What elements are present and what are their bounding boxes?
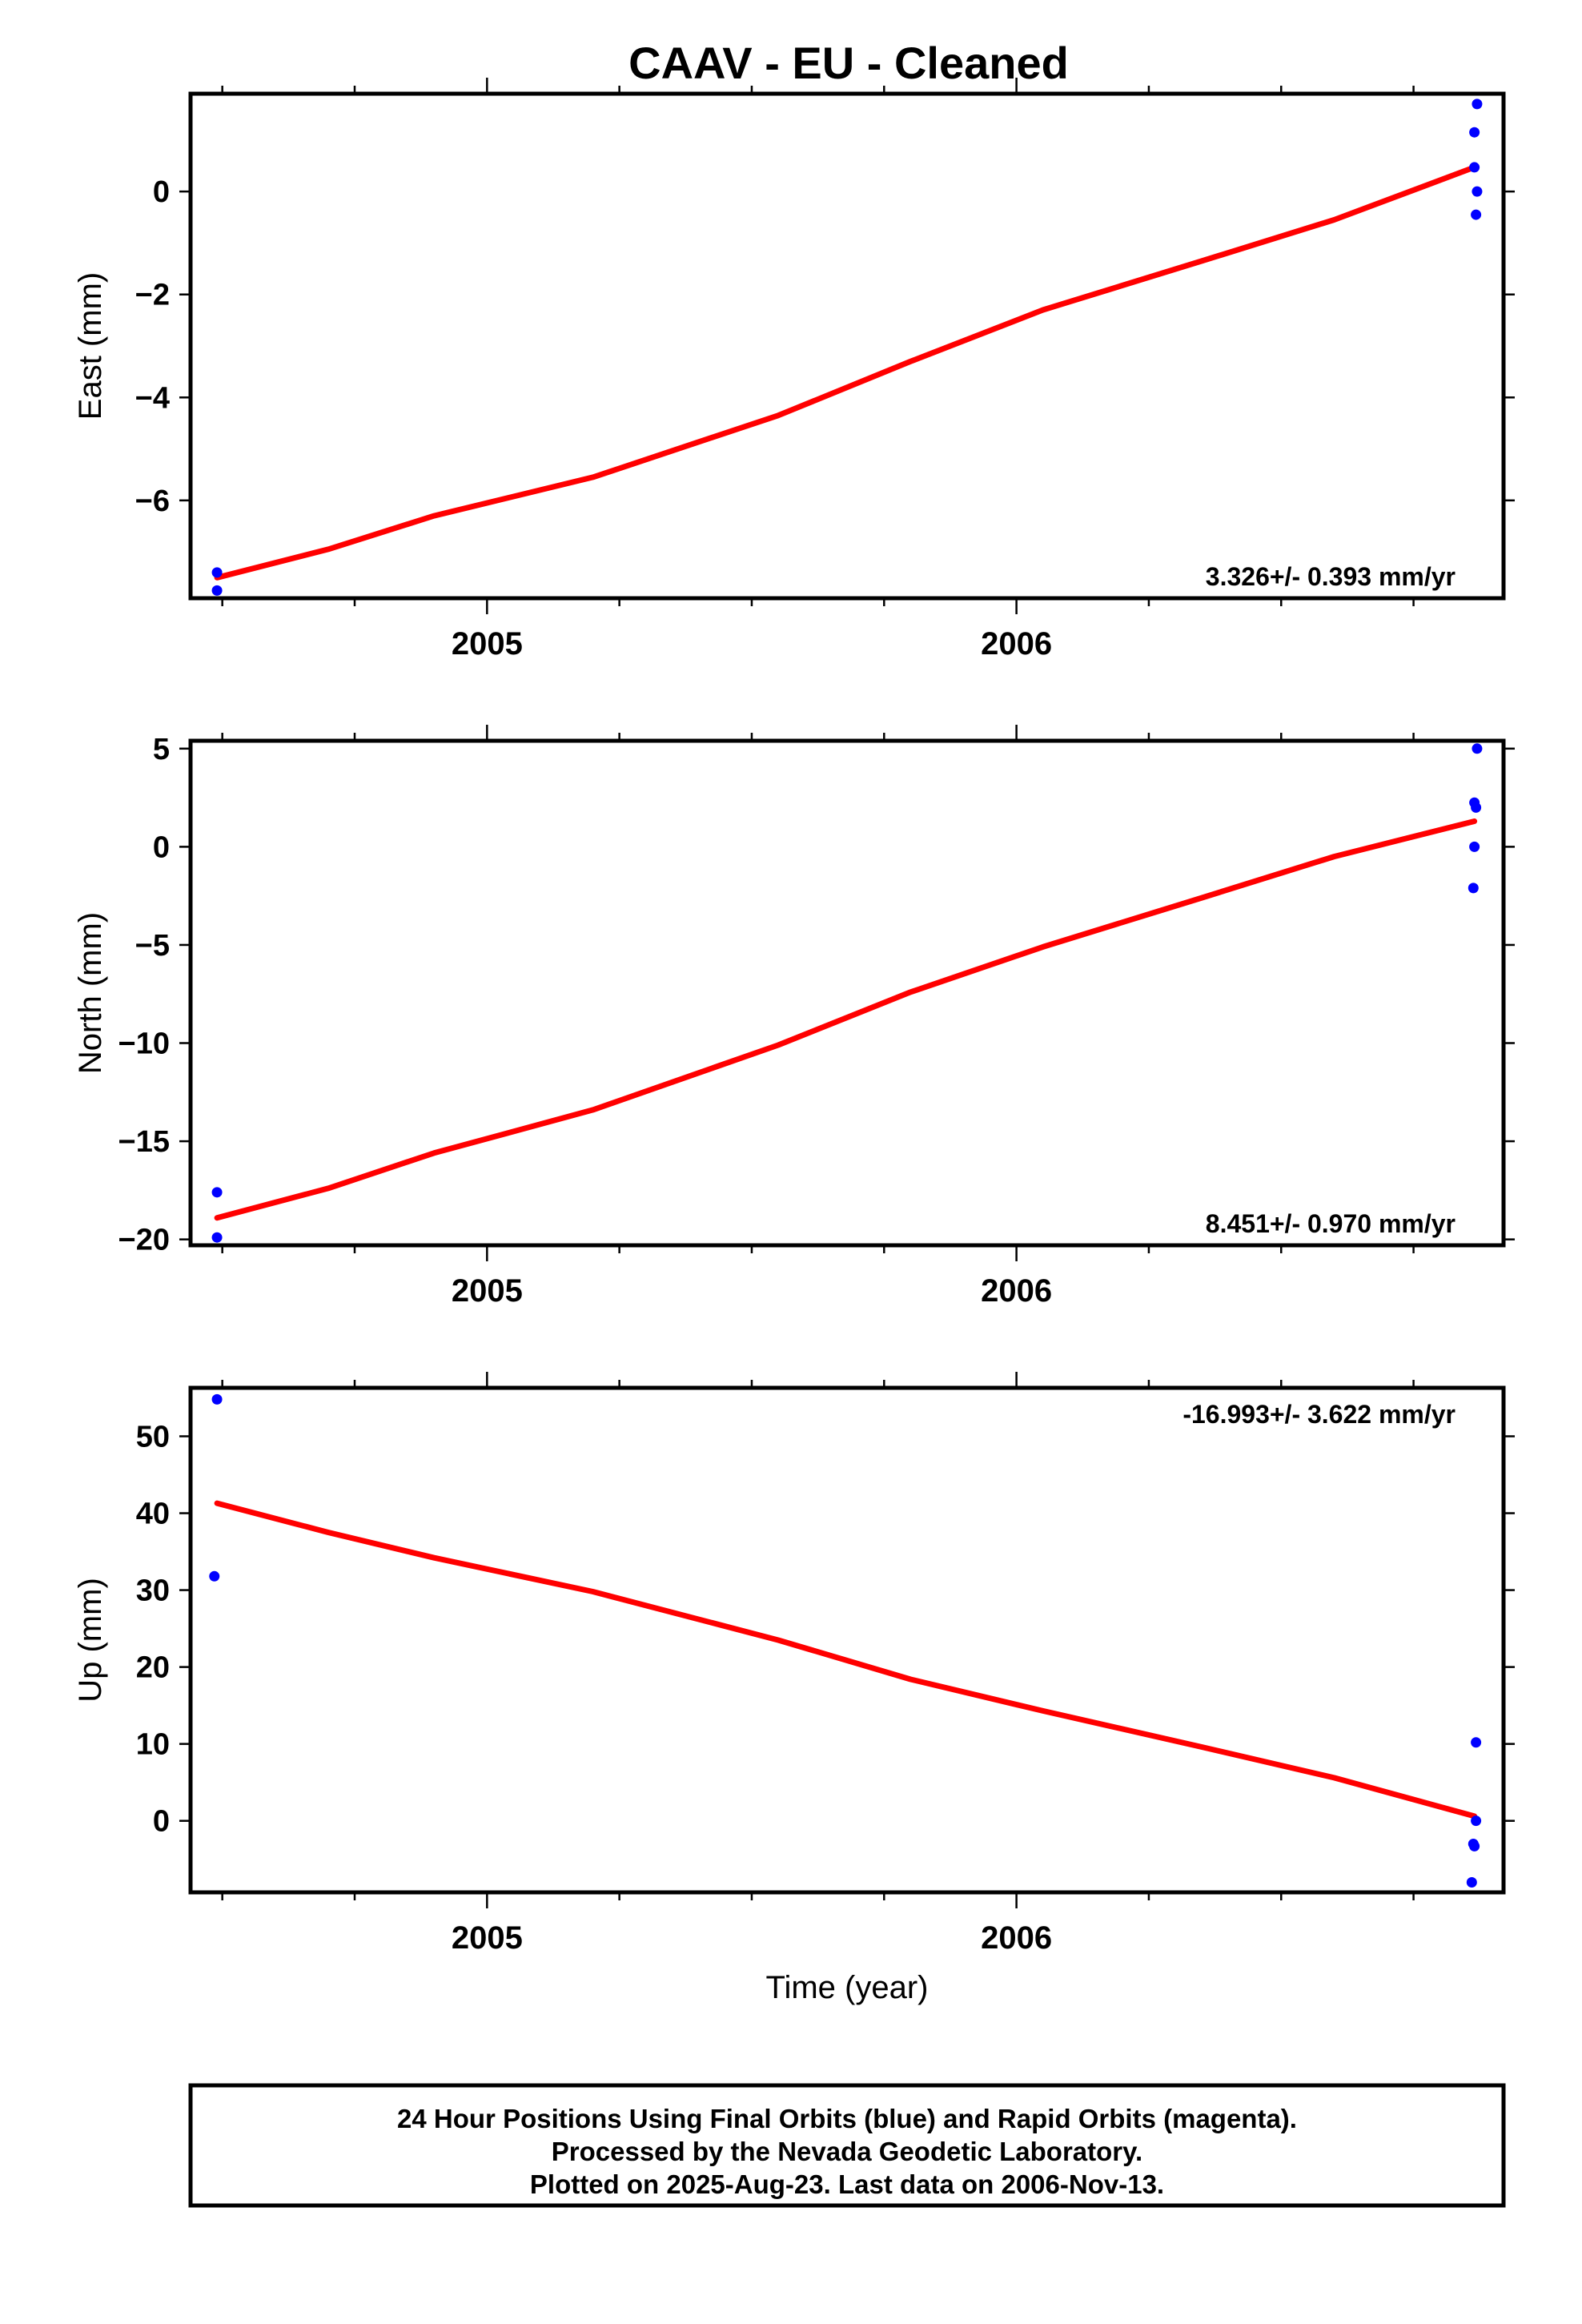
data-point [211, 585, 223, 596]
velocity-annotation: -16.993+/- 3.622 mm/yr [1182, 1400, 1456, 1429]
x-tick-label: 2005 [452, 626, 523, 661]
y-tick-label: 40 [136, 1498, 170, 1531]
trend-line [214, 818, 1478, 1221]
plot-frame [188, 1385, 1506, 1895]
footer-box [188, 2083, 1506, 2208]
y-tick-label: 30 [136, 1574, 170, 1608]
trend-line [214, 164, 1478, 581]
y-tick-label: −15 [118, 1125, 170, 1159]
panel-2: 2005 2006 5 0 −5 −10 −15 −20 North (mm) 8.451+/- … [73, 725, 1515, 1309]
y-tick-label: −6 [135, 485, 170, 518]
data-point [211, 567, 223, 578]
y-tick-label: 5 [153, 733, 170, 766]
panel-1: 2005 2006 0 −2 −4 −6 East (mm) 3.326+/- 0.393 m… [73, 78, 1515, 661]
data-point [209, 1570, 220, 1582]
footer-line-1: 24 Hour Positions Using Final Orbits (bl… [397, 2104, 1297, 2133]
data-point [1469, 1840, 1480, 1852]
panel-3: 2005 2006 50 40 30 20 10 0 Up (mm) -16.993+/- 3.6… [73, 1372, 1515, 2005]
figure-title: CAAV - EU - Cleaned [628, 38, 1069, 88]
data-point [1468, 883, 1479, 894]
y-tick-label: −20 [118, 1224, 170, 1257]
y-tick-label: −4 [135, 381, 170, 415]
data-point [1469, 162, 1480, 173]
plot-frame [188, 91, 1506, 601]
velocity-annotation: 3.326+/- 0.393 mm/yr [1206, 562, 1456, 591]
velocity-annotation: 8.451+/- 0.970 mm/yr [1206, 1209, 1456, 1238]
data-point [1471, 1815, 1482, 1827]
x-tick-label: 2006 [981, 1273, 1052, 1309]
y-tick-label: 50 [136, 1421, 170, 1454]
x-tick-label: 2006 [981, 626, 1052, 661]
footer-panel: 24 Hour Positions Using Final Orbits (bl… [188, 2083, 1506, 2208]
trend-line [214, 1500, 1478, 1819]
y-axis-label: North (mm) [73, 912, 108, 1074]
footer-line-3: Plotted on 2025-Aug-23. Last data on 200… [530, 2169, 1164, 2199]
y-tick-label: 10 [136, 1728, 170, 1762]
y-tick-label: −2 [135, 279, 170, 312]
data-point [1469, 841, 1480, 852]
data-point [1469, 127, 1480, 138]
data-point [211, 1187, 223, 1198]
x-axis-label: Time (year) [766, 1970, 929, 2005]
data-point [211, 1232, 223, 1243]
data-point [1471, 802, 1482, 813]
data-point [211, 1393, 223, 1405]
footer-line-2: Processed by the Nevada Geodetic Laborat… [552, 2137, 1142, 2166]
plot-frame [188, 738, 1506, 1248]
x-tick-label: 2006 [981, 1920, 1052, 1956]
y-tick-label: −10 [118, 1027, 170, 1061]
data-point [1472, 186, 1483, 197]
y-tick-label: 0 [153, 1805, 170, 1839]
x-tick-label: 2005 [452, 1273, 523, 1309]
data-point [1472, 743, 1483, 754]
y-tick-label: 0 [153, 175, 170, 209]
y-tick-label: 0 [153, 830, 170, 864]
y-axis-label: Up (mm) [73, 1578, 108, 1703]
y-tick-label: −5 [135, 929, 170, 963]
y-axis-label: East (mm) [73, 272, 108, 420]
x-tick-label: 2005 [452, 1920, 523, 1956]
data-point [1471, 209, 1482, 220]
data-point [1472, 99, 1483, 110]
y-tick-label: 20 [136, 1651, 170, 1685]
data-point [1466, 1877, 1477, 1888]
data-point [1471, 1737, 1482, 1748]
